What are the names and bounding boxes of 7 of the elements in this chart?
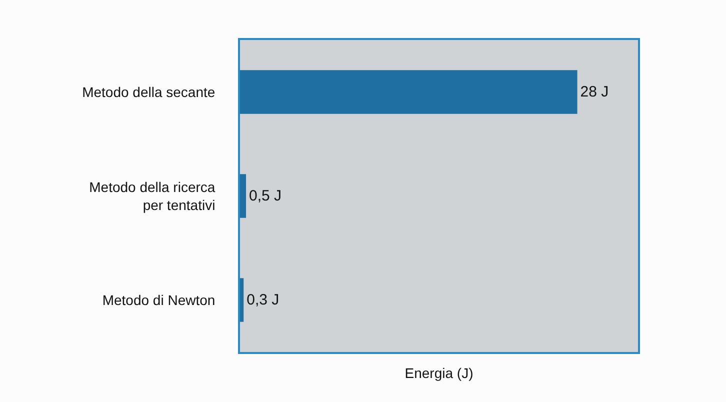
y-tick-label: Metodo della secante [82, 84, 216, 100]
data-label: 0,3 J [246, 292, 280, 308]
data-label: 0,5 J [249, 188, 282, 204]
x-axis-title: Energia (J) [404, 364, 474, 381]
data-label: 28 J [580, 84, 609, 100]
y-tick-label: Metodo della ricerca per tentativi [89, 178, 216, 213]
y-tick-label: Metodo di Newton [102, 292, 216, 308]
